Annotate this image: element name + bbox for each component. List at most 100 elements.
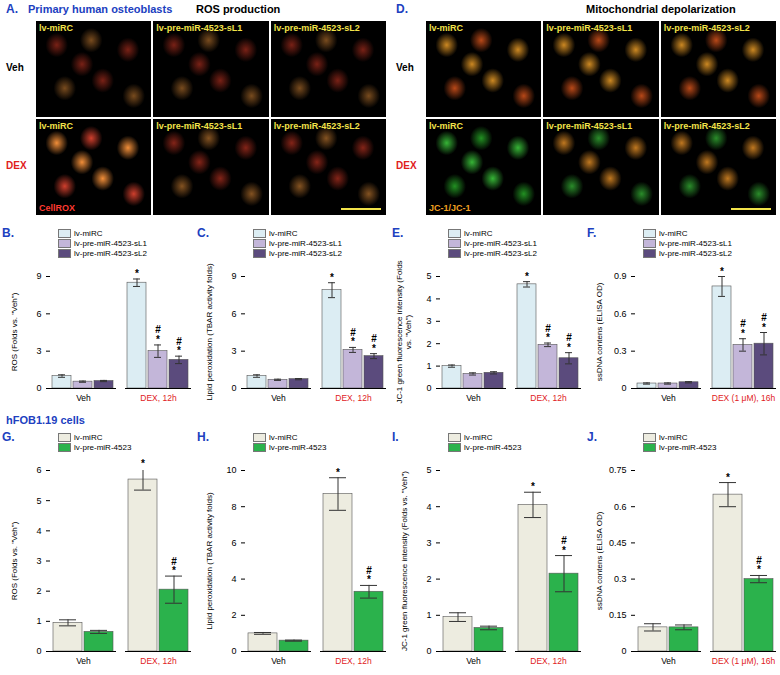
- svg-text:#*: #*: [566, 332, 572, 353]
- html-text:G.: G.: [2, 430, 15, 444]
- html-text:DEX: DEX: [6, 160, 27, 171]
- svg-text:*: *: [141, 458, 145, 469]
- html-text:B.: B.: [2, 226, 14, 240]
- svg-text:0.75: 0.75: [609, 465, 627, 475]
- svg-text:*: *: [726, 472, 730, 483]
- svg-text:Veh: Veh: [466, 393, 481, 403]
- svg-text:2: 2: [426, 339, 431, 349]
- html-text:CellROX: CellROX: [39, 203, 75, 213]
- svg-text:Veh: Veh: [76, 393, 91, 403]
- html-text:hFOB1.19 cells: hFOB1.19 cells: [6, 414, 85, 426]
- svg-text:0: 0: [426, 383, 431, 393]
- html-text:Mitochondrial depolarization: Mitochondrial depolarization: [586, 3, 736, 15]
- svg-text:DEX (1 μM), 16h: DEX (1 μM), 16h: [712, 393, 776, 403]
- svg-text:*: *: [720, 266, 724, 277]
- svg-text:3: 3: [36, 556, 41, 566]
- html-text:H.: H.: [197, 430, 209, 444]
- svg-text:Veh: Veh: [271, 393, 286, 403]
- svg-text:Veh: Veh: [271, 656, 286, 666]
- html-text:Veh: Veh: [6, 62, 24, 73]
- svg-text:DEX, 12h: DEX, 12h: [335, 656, 372, 666]
- svg-text:6: 6: [231, 538, 236, 548]
- html-text:E.: E.: [392, 226, 404, 240]
- svg-text:10: 10: [226, 465, 236, 475]
- html-text:lv-pre-miR-4523-sL1: lv-pre-miR-4523-sL1: [156, 23, 243, 33]
- svg-text:Veh: Veh: [661, 656, 676, 666]
- html-text:D.: D.: [396, 2, 408, 16]
- html-text:Veh: Veh: [396, 62, 414, 73]
- svg-text:3: 3: [231, 346, 236, 356]
- svg-text:1: 1: [426, 610, 431, 620]
- svg-text:4: 4: [426, 502, 431, 512]
- svg-text:6: 6: [36, 309, 41, 319]
- html-text:DEX: DEX: [396, 160, 417, 171]
- svg-text:*: *: [525, 271, 529, 282]
- svg-text:#*: #*: [176, 336, 182, 357]
- svg-text:4: 4: [231, 574, 236, 584]
- svg-text:0: 0: [621, 646, 626, 656]
- svg-text:6: 6: [36, 465, 41, 475]
- svg-text:0.45: 0.45: [609, 538, 627, 548]
- svg-text:0.6: 0.6: [614, 502, 627, 512]
- svg-text:0.15: 0.15: [609, 610, 627, 620]
- svg-text:1: 1: [36, 616, 41, 626]
- svg-text:2: 2: [231, 610, 236, 620]
- svg-text:0: 0: [621, 383, 626, 393]
- svg-text:DEX, 12h: DEX, 12h: [140, 656, 177, 666]
- svg-text:#*: #*: [350, 327, 356, 348]
- svg-text:#*: #*: [366, 565, 372, 586]
- svg-text:#*: #*: [171, 556, 177, 577]
- svg-text:0: 0: [231, 646, 236, 656]
- svg-text:0: 0: [36, 383, 41, 393]
- html-text:C.: C.: [197, 226, 209, 240]
- svg-text:0.6: 0.6: [614, 309, 627, 319]
- svg-text:DEX, 12h: DEX, 12h: [140, 393, 177, 403]
- svg-text:9: 9: [231, 271, 236, 281]
- svg-text:#*: #*: [740, 318, 746, 339]
- svg-text:*: *: [135, 268, 139, 279]
- svg-text:*: *: [330, 272, 334, 283]
- svg-text:2: 2: [36, 586, 41, 596]
- svg-text:DEX, 12h: DEX, 12h: [530, 656, 567, 666]
- svg-text:0: 0: [36, 646, 41, 656]
- svg-text:1: 1: [426, 361, 431, 371]
- html-text:JC-1 green fluorescence intens: JC-1 green fluorescence intensity (Folds…: [395, 260, 413, 404]
- svg-text:*: *: [531, 481, 535, 492]
- svg-text:4: 4: [426, 294, 431, 304]
- html-text:lv-miRC: lv-miRC: [39, 121, 73, 131]
- svg-text:8: 8: [231, 502, 236, 512]
- svg-text:5: 5: [426, 465, 431, 475]
- svg-text:0: 0: [426, 646, 431, 656]
- svg-text:6: 6: [231, 309, 236, 319]
- html-text:Primary human osteoblasts: Primary human osteoblasts: [28, 3, 173, 15]
- svg-text:*: *: [336, 467, 340, 478]
- svg-text:#*: #*: [545, 323, 551, 344]
- svg-text:3: 3: [36, 346, 41, 356]
- svg-text:3: 3: [426, 538, 431, 548]
- svg-text:5: 5: [426, 271, 431, 281]
- svg-text:9: 9: [36, 271, 41, 281]
- svg-text:5: 5: [36, 496, 41, 506]
- svg-text:2: 2: [426, 574, 431, 584]
- html-text:lv-miRC: lv-miRC: [39, 23, 73, 33]
- svg-text:Veh: Veh: [76, 656, 91, 666]
- svg-text:DEX, 12h: DEX, 12h: [530, 393, 567, 403]
- svg-text:#*: #*: [561, 535, 567, 556]
- svg-text:3: 3: [426, 316, 431, 326]
- svg-text:4: 4: [36, 526, 41, 536]
- svg-text:0.3: 0.3: [614, 574, 627, 584]
- svg-text:Veh: Veh: [466, 656, 481, 666]
- svg-text:DEX (1 μM), 16h: DEX (1 μM), 16h: [712, 656, 776, 666]
- svg-text:0: 0: [231, 383, 236, 393]
- svg-text:0.3: 0.3: [614, 346, 627, 356]
- svg-text:DEX, 12h: DEX, 12h: [335, 393, 372, 403]
- svg-text:#*: #*: [756, 555, 762, 576]
- svg-text:0.9: 0.9: [614, 271, 627, 281]
- svg-text:#*: #*: [761, 312, 767, 333]
- html-text:A.: A.: [6, 2, 18, 16]
- svg-text:#*: #*: [371, 333, 377, 354]
- svg-text:Veh: Veh: [661, 393, 676, 403]
- svg-text:#*: #*: [155, 324, 161, 345]
- html-text:ROS production: ROS production: [196, 3, 281, 15]
- html-text:lv-pre-miR-4523-sL2: lv-pre-miR-4523-sL2: [273, 23, 360, 33]
